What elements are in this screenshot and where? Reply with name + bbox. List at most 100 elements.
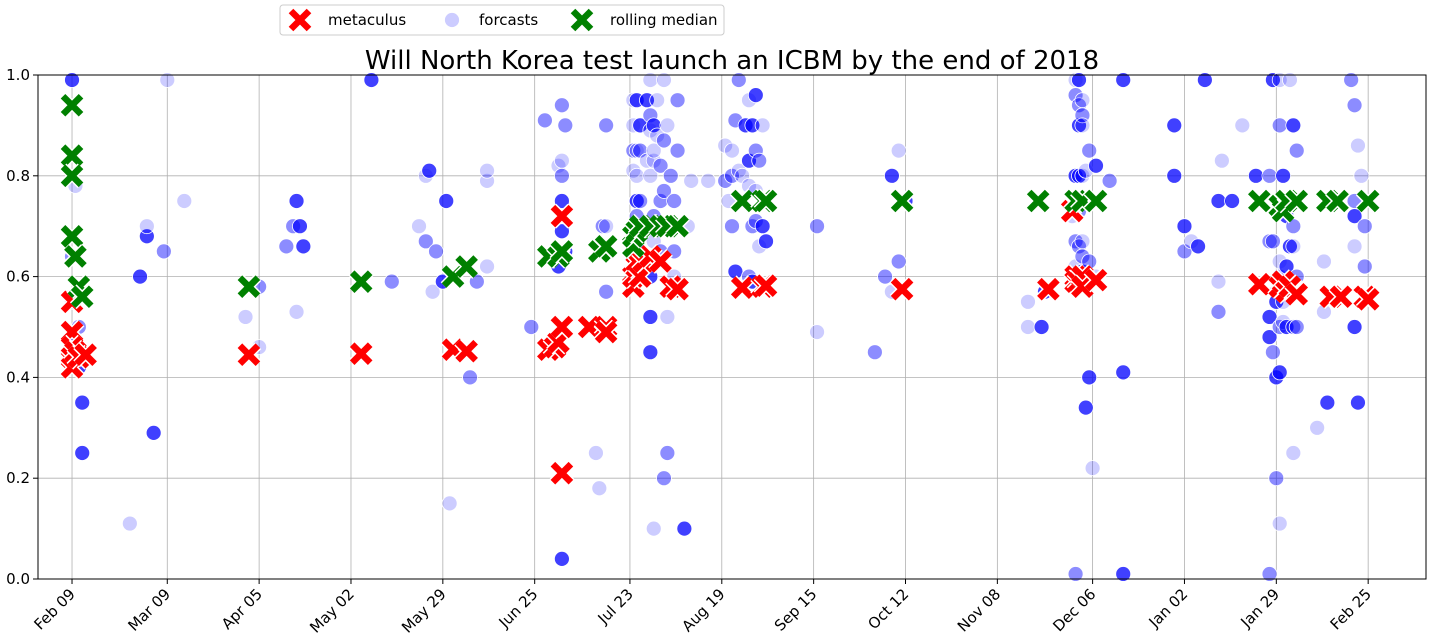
forecast-point (1077, 399, 1094, 416)
rolling-median-point (1355, 188, 1381, 214)
forecast-point (1115, 72, 1132, 88)
forecast-point (1115, 566, 1132, 582)
forecast-point (1210, 193, 1227, 209)
forecast-point (1285, 445, 1302, 461)
series-rolling-median (59, 92, 1381, 310)
legend-label: metaculus (328, 11, 406, 29)
forecast-point (1346, 208, 1363, 225)
forecast-point (159, 72, 176, 88)
metaculus-point (1246, 271, 1272, 297)
forecast-point (411, 218, 427, 235)
forecast-point (1101, 172, 1118, 189)
forecast-point (751, 152, 768, 169)
forecast-point (809, 324, 825, 340)
forecast-point (1074, 92, 1091, 109)
forecast-point (1033, 319, 1050, 335)
rolling-median-point (753, 188, 779, 214)
forecast-point (288, 193, 305, 209)
rolling-median-point (236, 274, 262, 300)
forecast-point (523, 319, 540, 335)
forecast-point (656, 183, 672, 199)
forecast-point (1265, 233, 1281, 250)
forecast-point (877, 268, 893, 285)
forecast-point (363, 72, 380, 88)
rolling-median-point (1025, 188, 1051, 214)
metaculus-point (73, 342, 98, 368)
forecast-point (1285, 238, 1302, 255)
forecast-point (479, 258, 495, 275)
forecast-point (642, 72, 659, 88)
rolling-median-point (63, 244, 88, 269)
forecast-point (1319, 394, 1336, 411)
forecast-point (747, 87, 764, 104)
y-tick-label: 0.0 (6, 570, 30, 588)
forecast-point (645, 142, 662, 159)
forecast-point (1196, 72, 1213, 88)
rolling-median-point (593, 234, 619, 259)
forecast-point (557, 117, 574, 134)
forecast-point (1210, 303, 1227, 320)
metaculus-point (648, 249, 673, 274)
metaculus-point (1284, 281, 1310, 307)
forecast-point (1353, 167, 1370, 184)
forecast-point (642, 309, 659, 325)
rolling-median-point (59, 223, 85, 249)
forecast-point (1346, 238, 1363, 255)
metaculus-point (549, 203, 575, 229)
metaculus-point (665, 276, 690, 302)
rolling-median-point (1284, 188, 1310, 214)
forecast-point (628, 167, 645, 184)
forecast-point (883, 167, 900, 184)
forecast-point (598, 218, 615, 235)
forecast-point (1261, 233, 1278, 250)
x-tick-label: Oct 12 (864, 585, 912, 633)
forecast-point (1346, 319, 1363, 335)
x-tick-label: May 29 (398, 585, 450, 637)
forecast-point (1067, 566, 1084, 582)
forecast-point (1166, 167, 1183, 184)
forecast-point (428, 243, 444, 260)
forecast-point (1176, 218, 1193, 235)
legend-box (279, 4, 725, 36)
forecast-point (421, 162, 438, 179)
forecast-point (383, 273, 400, 290)
forecast-point (676, 520, 693, 537)
forecast-point (659, 309, 676, 325)
forecast-point (1248, 167, 1264, 184)
x-tick-label: Apr 05 (218, 585, 266, 633)
forecast-point (554, 167, 570, 184)
forecast-point (598, 117, 615, 134)
series-metaculus (59, 198, 1381, 486)
forecast-point (649, 92, 666, 109)
rolling-median-point (1325, 188, 1350, 214)
forecast-point (1224, 193, 1240, 209)
x-tick-label: Jul 23 (594, 585, 637, 628)
metaculus-point (1355, 286, 1381, 312)
x-tick-label: Dec 06 (1049, 585, 1099, 635)
rolling-median-point (729, 188, 755, 214)
forecast-point (554, 97, 570, 114)
forecast-point (747, 142, 764, 159)
forecast-point (1275, 167, 1292, 184)
forecast-point (866, 344, 883, 361)
forecast-point (74, 394, 91, 411)
forecast-point (1309, 419, 1326, 436)
forecast-point (554, 223, 570, 240)
forecast-point (1261, 566, 1278, 582)
forecast-point (625, 142, 642, 159)
forecast-point (890, 142, 907, 159)
forecast-point (632, 193, 649, 209)
forecast-point (441, 495, 458, 512)
x-tick-label: Nov 08 (954, 585, 1004, 635)
forecast-point (1265, 344, 1281, 361)
forecast-point (1071, 117, 1087, 134)
forecast-point (1271, 117, 1288, 134)
forecast-point (1213, 152, 1230, 169)
forecast-point (659, 117, 676, 134)
x-tick-label: Jun 25 (495, 585, 542, 632)
metaculus-point (729, 275, 755, 301)
rolling-median-point (889, 188, 915, 214)
y-tick-label: 0.4 (6, 368, 30, 386)
legend-marker (287, 7, 313, 33)
forecast-point (1288, 142, 1305, 159)
